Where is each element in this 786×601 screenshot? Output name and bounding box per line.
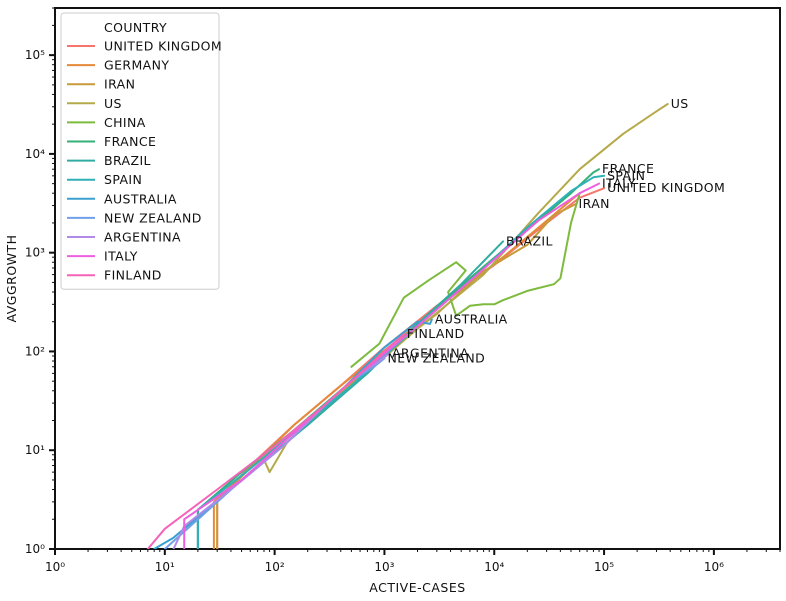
legend-label: ITALY xyxy=(104,249,138,264)
series-line-italy xyxy=(183,182,600,549)
series-end-label-australia: AUSTRALIA xyxy=(435,312,508,327)
x-tick-label: 10⁰ xyxy=(45,560,65,574)
x-axis: 10⁰ 10¹ 10² 10³ 10⁴ 10⁵ 10⁶ xyxy=(45,549,781,574)
series-end-label-spain: SPAIN xyxy=(607,168,645,183)
legend-item-finland: FINLAND xyxy=(67,268,162,283)
legend-label: FRANCE xyxy=(104,134,156,149)
legend-label: GERMANY xyxy=(104,58,169,73)
y-axis-title: AVGGROWTH xyxy=(4,234,19,322)
legend-item-australia: AUSTRALIA xyxy=(67,191,177,206)
legend-item-germany: GERMANY xyxy=(67,58,169,73)
y-tick-label: 10⁵ xyxy=(25,48,45,62)
series-end-label-iran: IRAN xyxy=(579,196,610,211)
series-line-iran xyxy=(216,203,577,549)
legend-item-us: US xyxy=(67,96,122,111)
legend-label: BRAZIL xyxy=(104,153,151,168)
series-line-brazil xyxy=(196,240,504,549)
legend: COUNTRY UNITED KINGDOM GERMANY IRAN US CHINA… xyxy=(60,12,222,290)
x-tick-label: 10⁶ xyxy=(704,560,724,574)
legend-items: UNITED KINGDOM GERMANY IRAN US CHINA FRANCE BR… xyxy=(67,39,222,283)
x-tick-label: 10¹ xyxy=(155,560,175,574)
series-end-label-argentina: ARGENTINA xyxy=(392,346,469,361)
series-end-label-france: FRANCE xyxy=(602,161,654,176)
legend-item-brazil: BRAZIL xyxy=(67,153,151,168)
series-end-label-brazil: BRAZIL xyxy=(506,233,553,248)
series-end-label-us: US xyxy=(671,96,689,111)
legend-label: US xyxy=(104,96,122,111)
legend-label: UNITED KINGDOM xyxy=(104,39,222,54)
series-end-label-finland: FINLAND xyxy=(407,326,465,341)
series-line-us xyxy=(263,103,669,474)
legend-label: ARGENTINA xyxy=(104,230,181,245)
series-line-finland xyxy=(146,333,405,549)
legend-label: AUSTRALIA xyxy=(104,191,177,206)
legend-item-china: CHINA xyxy=(67,115,146,130)
x-tick-label: 10⁵ xyxy=(594,560,614,574)
legend-item-united-kingdom: UNITED KINGDOM xyxy=(67,39,222,54)
legend-label: SPAIN xyxy=(104,172,142,187)
x-tick-label: 10³ xyxy=(374,560,394,574)
x-axis-title: ACTIVE-CASES xyxy=(369,580,465,595)
x-tick-label: 10⁴ xyxy=(484,560,504,574)
y-tick-label: 10³ xyxy=(25,246,45,260)
y-tick-label: 10² xyxy=(25,344,45,358)
y-tick-label: 10¹ xyxy=(25,443,45,457)
legend-label: CHINA xyxy=(104,115,146,130)
series-line-argentina xyxy=(172,352,390,549)
legend-label: FINLAND xyxy=(104,268,162,283)
legend-item-new-zealand: NEW ZEALAND xyxy=(67,210,202,225)
series-lines xyxy=(146,103,669,549)
legend-title: COUNTRY xyxy=(104,20,167,35)
legend-item-italy: ITALY xyxy=(67,249,138,264)
x-tick-label: 10² xyxy=(265,560,285,574)
y-tick-label: 10⁰ xyxy=(25,542,45,556)
legend-label: NEW ZEALAND xyxy=(104,210,202,225)
legend-box xyxy=(60,12,220,290)
legend-item-iran: IRAN xyxy=(67,77,135,92)
y-tick-label: 10⁴ xyxy=(25,147,45,161)
series-line-china xyxy=(350,192,581,368)
y-axis: 10⁰ 10¹ 10² 10³ 10⁴ 10⁵ xyxy=(25,7,55,556)
legend-item-argentina: ARGENTINA xyxy=(67,230,181,245)
series-end-label-italy: ITALY xyxy=(602,176,636,191)
legend-item-spain: SPAIN xyxy=(67,172,142,187)
legend-label: IRAN xyxy=(104,77,135,92)
series-end-label-new-zealand: NEW ZEALAND xyxy=(387,350,485,365)
series-end-label-united-kingdom: UNITED KINGDOM xyxy=(607,180,725,195)
legend-item-france: FRANCE xyxy=(67,134,156,149)
